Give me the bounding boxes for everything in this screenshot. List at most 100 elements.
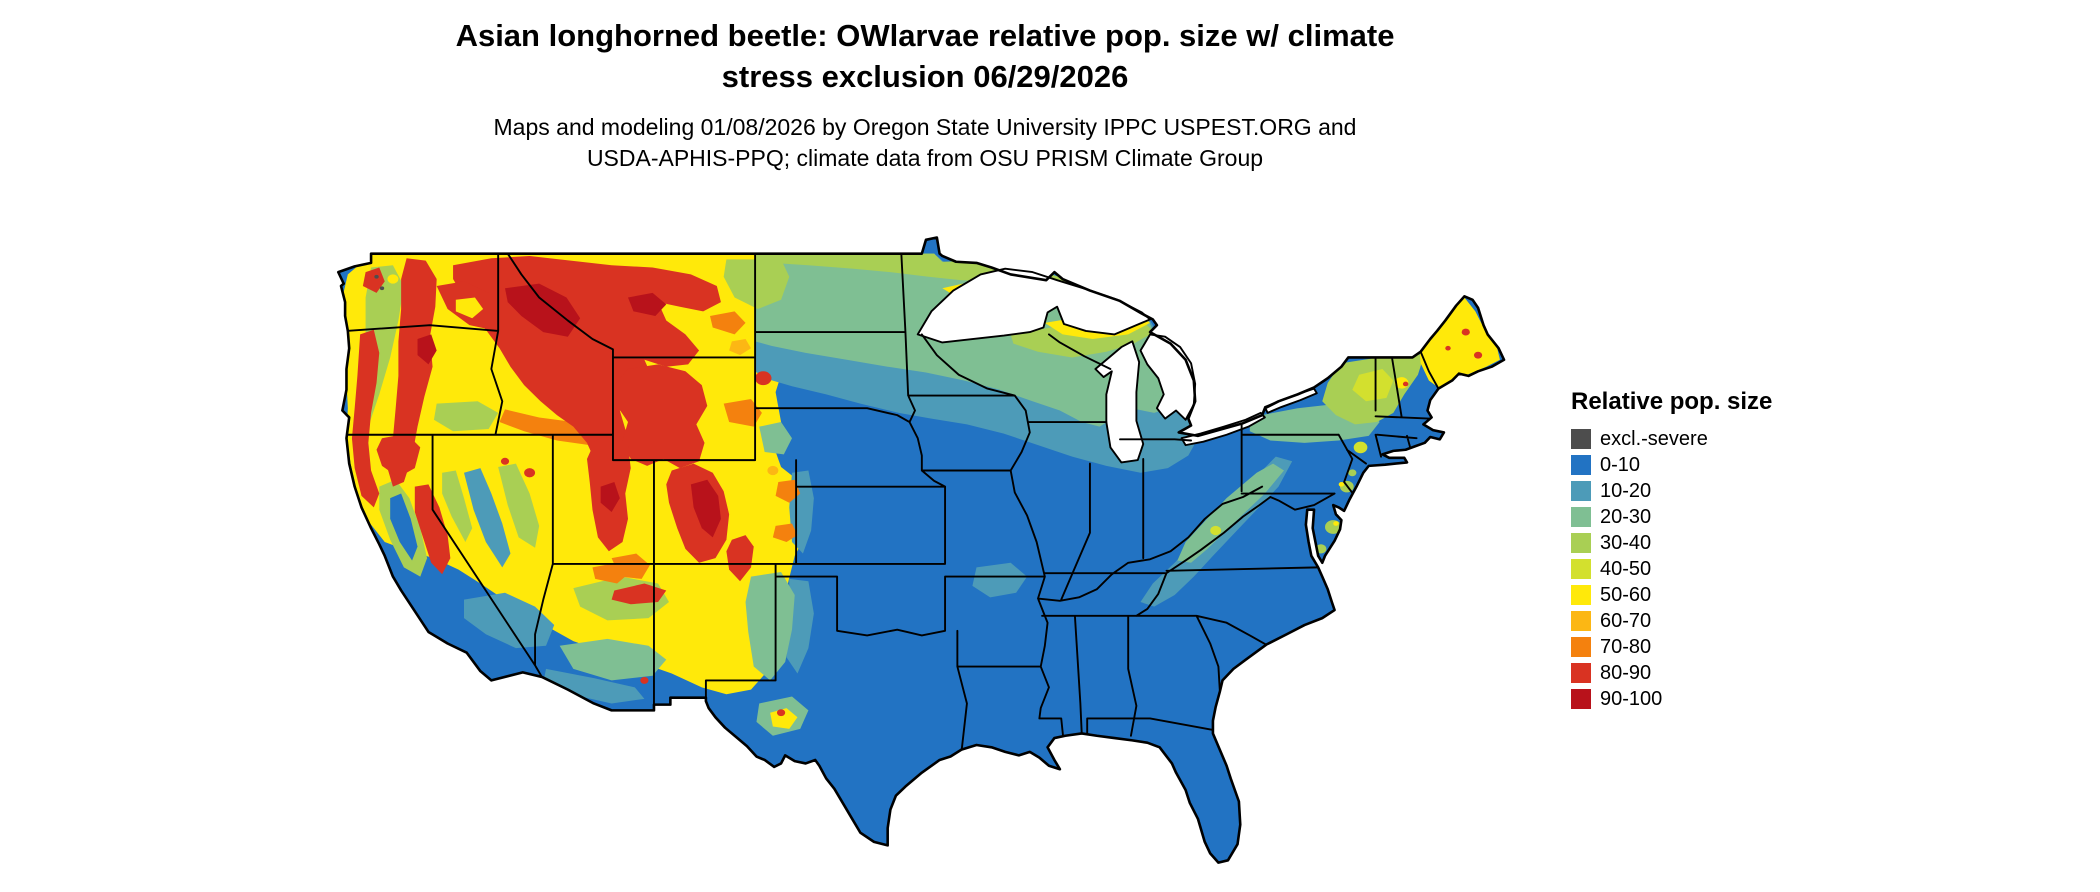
raster-liny-green	[1348, 469, 1357, 477]
state-borders	[346, 254, 1438, 752]
legend-swatch	[1571, 507, 1591, 527]
raster-nv-green2	[442, 470, 473, 542]
raster-ozark-teal	[972, 562, 1028, 598]
map-subtitle-line2: USDA-APHIS-PPQ; climate data from OSU PR…	[586, 144, 1264, 171]
raster-nv-green1	[498, 463, 540, 548]
raster-central-valley-blue	[390, 493, 418, 561]
legend-item: 30-40	[1571, 530, 1772, 556]
legend-label: 70-80	[1600, 635, 1652, 658]
raster-wtx-yellow	[770, 708, 798, 729]
raster-delmarva-yellow-speck	[1333, 521, 1339, 526]
legend-item: 80-90	[1571, 660, 1772, 686]
us-outline	[338, 238, 1504, 863]
raster-davis-red	[776, 709, 786, 717]
raster-whitemtn-red	[1402, 381, 1409, 387]
raster-snake-orange	[499, 409, 598, 446]
legend-item: 60-70	[1571, 608, 1772, 634]
legend-item: 40-50	[1571, 556, 1772, 582]
map-subtitle-line1: Maps and modeling 01/08/2026 by Oregon S…	[493, 113, 1357, 140]
map-subtitle: Maps and modeling 01/08/2026 by Oregon S…	[305, 112, 1545, 174]
raster-layers	[338, 237, 1505, 863]
lake-michigan	[1095, 341, 1143, 462]
legend-label: 80-90	[1600, 661, 1652, 684]
legend-label: 60-70	[1600, 609, 1652, 632]
raster-west-yellow	[342, 253, 809, 695]
legend-label: 20-30	[1600, 505, 1652, 528]
legend-swatch	[1571, 637, 1591, 657]
raster-klamath-red	[376, 433, 421, 478]
raster-eco-orange1	[775, 479, 801, 503]
raster-co-core	[690, 479, 721, 538]
legend-item: 0-10	[1571, 452, 1772, 478]
raster-nv-red1	[524, 468, 536, 478]
raster-nm-red	[726, 535, 754, 582]
raster-eco-orange2	[772, 523, 798, 542]
raster-sierra-red	[414, 484, 451, 575]
legend-item: 90-100	[1571, 686, 1772, 712]
legend-label: 40-50	[1600, 557, 1652, 580]
raster-nemt-yg	[723, 259, 790, 310]
raster-maine-red3	[1445, 345, 1451, 351]
raster-nv-teal	[464, 468, 511, 568]
raster-saz-green	[559, 638, 667, 681]
legend-swatch	[1571, 689, 1591, 709]
raster-puget-yellow	[387, 274, 399, 284]
legend-title: Relative pop. size	[1571, 388, 1773, 415]
legend-item: 70-80	[1571, 634, 1772, 660]
raster-idmt-core	[505, 283, 581, 337]
legend-item: excl.-severe	[1571, 426, 1772, 452]
raster-adirondack-yg	[1352, 369, 1394, 402]
raster-catskill-yg	[1353, 441, 1368, 454]
legend-swatch	[1571, 429, 1591, 449]
legend-item: 10-20	[1571, 478, 1772, 504]
raster-nj-yellow-speck	[1338, 482, 1345, 487]
legend-items: excl.-severe 0-10 10-20 20-30 30-40 40-50 50-6…	[1571, 426, 1772, 712]
raster-nv-red2	[500, 457, 510, 465]
raster-ewy-orange	[723, 398, 762, 427]
raster-maine-red2	[1473, 351, 1483, 359]
us-map-svg	[300, 196, 1530, 888]
raster-naz-orange	[592, 562, 628, 584]
raster-wv-yg	[1210, 525, 1222, 536]
legend-swatch	[1571, 481, 1591, 501]
raster-maine-red1	[1461, 328, 1470, 336]
raster-ne-panhandle-green	[759, 422, 792, 455]
raster-excl-speck1	[374, 274, 379, 279]
legend-swatch	[1571, 585, 1591, 605]
raster-nm-east-green	[745, 571, 795, 681]
legend-swatch	[1571, 533, 1591, 553]
raster-emt-orange	[710, 311, 746, 335]
raster-olympics-red	[362, 267, 385, 293]
map-title-line2: stress exclusion 06/29/2026	[721, 58, 1129, 94]
raster-cascade-core	[417, 334, 437, 365]
map-legend: Relative pop. size excl.-severe 0-10 10-20…	[1571, 388, 1772, 712]
figure-header: Asian longhorned beetle: OWlarvae relati…	[305, 16, 1545, 174]
raster-ut-core	[600, 482, 620, 513]
legend-swatch	[1571, 559, 1591, 579]
map-title-line1: Asian longhorned beetle: OWlarvae relati…	[455, 18, 1395, 53]
raster-saz-teal	[543, 668, 645, 704]
raster-excl-speck2	[379, 286, 385, 291]
legend-label: 30-40	[1600, 531, 1652, 554]
legend-swatch	[1571, 455, 1591, 475]
legend-label: 90-100	[1600, 687, 1663, 710]
raster-seor-green	[433, 401, 499, 432]
raster-socal-teal	[464, 592, 555, 649]
legend-swatch	[1571, 663, 1591, 683]
legend-item: 20-30	[1571, 504, 1772, 530]
legend-item: 50-60	[1571, 582, 1772, 608]
legend-swatch	[1571, 611, 1591, 631]
legend-label: 0-10	[1600, 453, 1641, 476]
raster-blackhills-red	[755, 371, 772, 386]
us-map	[300, 196, 1530, 888]
raster-eco-amber	[767, 465, 779, 476]
raster-mt-core	[628, 292, 667, 316]
raster-cascades-red	[387, 258, 437, 487]
legend-label: 10-20	[1600, 479, 1652, 502]
legend-label: excl.-severe	[1600, 427, 1708, 450]
raster-emt-amber	[729, 339, 751, 356]
raster-coastrange-red	[351, 329, 380, 508]
raster-mogollon-red	[611, 583, 667, 605]
raster-columbia-yellow-core	[455, 297, 484, 319]
legend-label: 50-60	[1600, 583, 1652, 606]
